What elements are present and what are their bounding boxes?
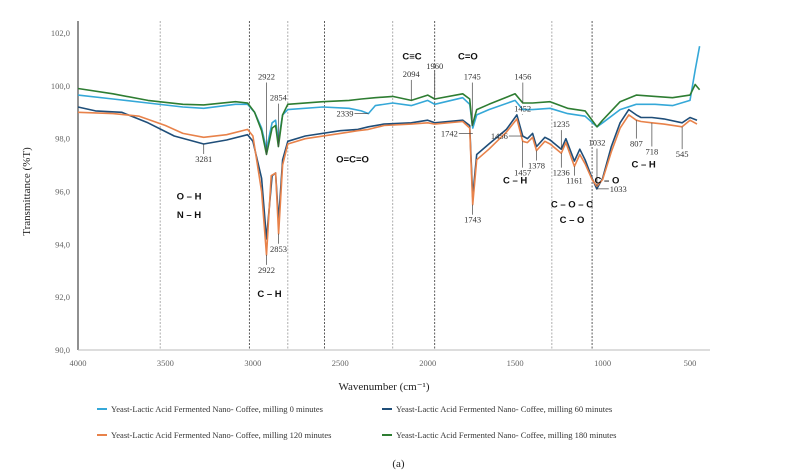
legend-label: Yeast-Lactic Acid Fermented Nano- Coffee…	[396, 404, 613, 414]
spectra-series	[77, 46, 701, 256]
x-tick-label: 4000	[70, 358, 87, 368]
peak-label: 1452	[514, 103, 531, 113]
y-tick-label: 94,0	[55, 239, 70, 249]
x-tick-label: 2500	[332, 358, 349, 368]
peak-label: 545	[676, 149, 689, 159]
y-tick-label: 102,0	[51, 28, 70, 38]
functional-group-label: C – H	[503, 176, 527, 187]
functional-group-label: C – O	[595, 176, 620, 187]
functional-group-label: O=C=O	[336, 154, 369, 165]
functional-group-label: C=O	[458, 51, 478, 62]
peak-label: 1456	[514, 72, 531, 82]
peak-label: 1161	[566, 176, 583, 186]
peak-label: 2094	[403, 69, 421, 79]
legend-label: Yeast-Lactic Acid Fermented Nano- Coffee…	[396, 430, 617, 440]
series-line-1	[77, 106, 698, 240]
region-divider-lines	[159, 21, 593, 350]
peak-label: 2339	[336, 109, 353, 119]
y-axis-title: Transmittance (%T)	[21, 147, 33, 236]
legend-label: Yeast-Lactic Acid Fermented Nano- Coffee…	[111, 404, 323, 414]
functional-group-label: N – H	[177, 210, 201, 221]
x-tick-label: 2000	[419, 358, 436, 368]
functional-group-label: C≡C	[402, 51, 421, 62]
y-tick-label: 92,0	[55, 292, 70, 302]
peak-label: 1236	[553, 168, 570, 178]
x-tick-labels: 4000 3500 3000 2500 2000 1500 1000 500	[70, 358, 697, 368]
peak-annotations: 3281 2922 2854 2922 2853 2339 2094 1960 1745 1742…	[195, 61, 688, 275]
functional-group-label: C – O	[560, 215, 585, 226]
x-tick-label: 1500	[507, 358, 524, 368]
legend-swatch	[97, 408, 107, 410]
figure-caption: (a)	[392, 458, 405, 470]
peak-label: 1743	[464, 215, 481, 225]
peak-label: 2922	[258, 265, 275, 275]
legend-item: Yeast-Lactic Acid Fermented Nano- Coffee…	[97, 404, 323, 414]
legend-swatch	[382, 434, 392, 436]
y-tick-label: 100,0	[51, 81, 70, 91]
y-tick-label: 98,0	[55, 134, 70, 144]
functional-group-label: C – O – C	[551, 199, 593, 210]
x-tick-label: 3000	[244, 358, 261, 368]
peak-label: 2922	[258, 72, 275, 82]
functional-group-labels: O – H N – H C – H O=C=O C≡C C=O C – H C – O – C…	[177, 51, 656, 300]
peak-label: 1456	[491, 131, 508, 141]
peak-label: 2854	[270, 93, 288, 103]
x-tick-label: 3500	[157, 358, 174, 368]
ftir-chart: 90,0 92,0 94,0 96,0 98,0 100,0 102,0 4000 3500 3…	[21, 21, 710, 393]
peak-label: 1032	[588, 138, 605, 148]
peak-label: 1457	[514, 168, 531, 178]
legend-label: Yeast-Lactic Acid Fermented Nano- Coffee…	[111, 430, 332, 440]
series-line-3	[77, 83, 701, 156]
peak-label: 1235	[553, 119, 570, 129]
peak-label: 807	[630, 139, 643, 149]
peak-label: 718	[646, 147, 659, 157]
functional-group-label: C – H	[257, 289, 281, 300]
x-tick-label: 1000	[594, 358, 611, 368]
legend-item: Yeast-Lactic Acid Fermented Nano- Coffee…	[382, 430, 616, 440]
peak-label: 1033	[610, 184, 627, 194]
peak-label: 3281	[195, 154, 212, 164]
peak-label: 1960	[426, 61, 443, 71]
y-tick-label: 90,0	[55, 345, 70, 355]
y-tick-labels: 90,0 92,0 94,0 96,0 98,0 100,0 102,0	[51, 28, 70, 355]
functional-group-label: O – H	[177, 191, 202, 202]
y-tick-label: 96,0	[55, 187, 70, 197]
legend-swatch	[382, 408, 392, 410]
series-line-2	[77, 111, 698, 256]
legend-item: Yeast-Lactic Acid Fermented Nano- Coffee…	[382, 404, 612, 414]
x-tick-label: 500	[684, 358, 697, 368]
x-axis-title: Wavenumber (cm⁻¹)	[339, 381, 430, 393]
peak-label: 1378	[528, 161, 545, 171]
functional-group-label: C – H	[632, 160, 656, 171]
peak-label: 1745	[464, 72, 481, 82]
peak-label: 2853	[270, 244, 287, 254]
legend-swatch	[97, 434, 107, 436]
legend-item: Yeast-Lactic Acid Fermented Nano- Coffee…	[97, 430, 331, 440]
peak-label: 1742	[441, 128, 458, 138]
